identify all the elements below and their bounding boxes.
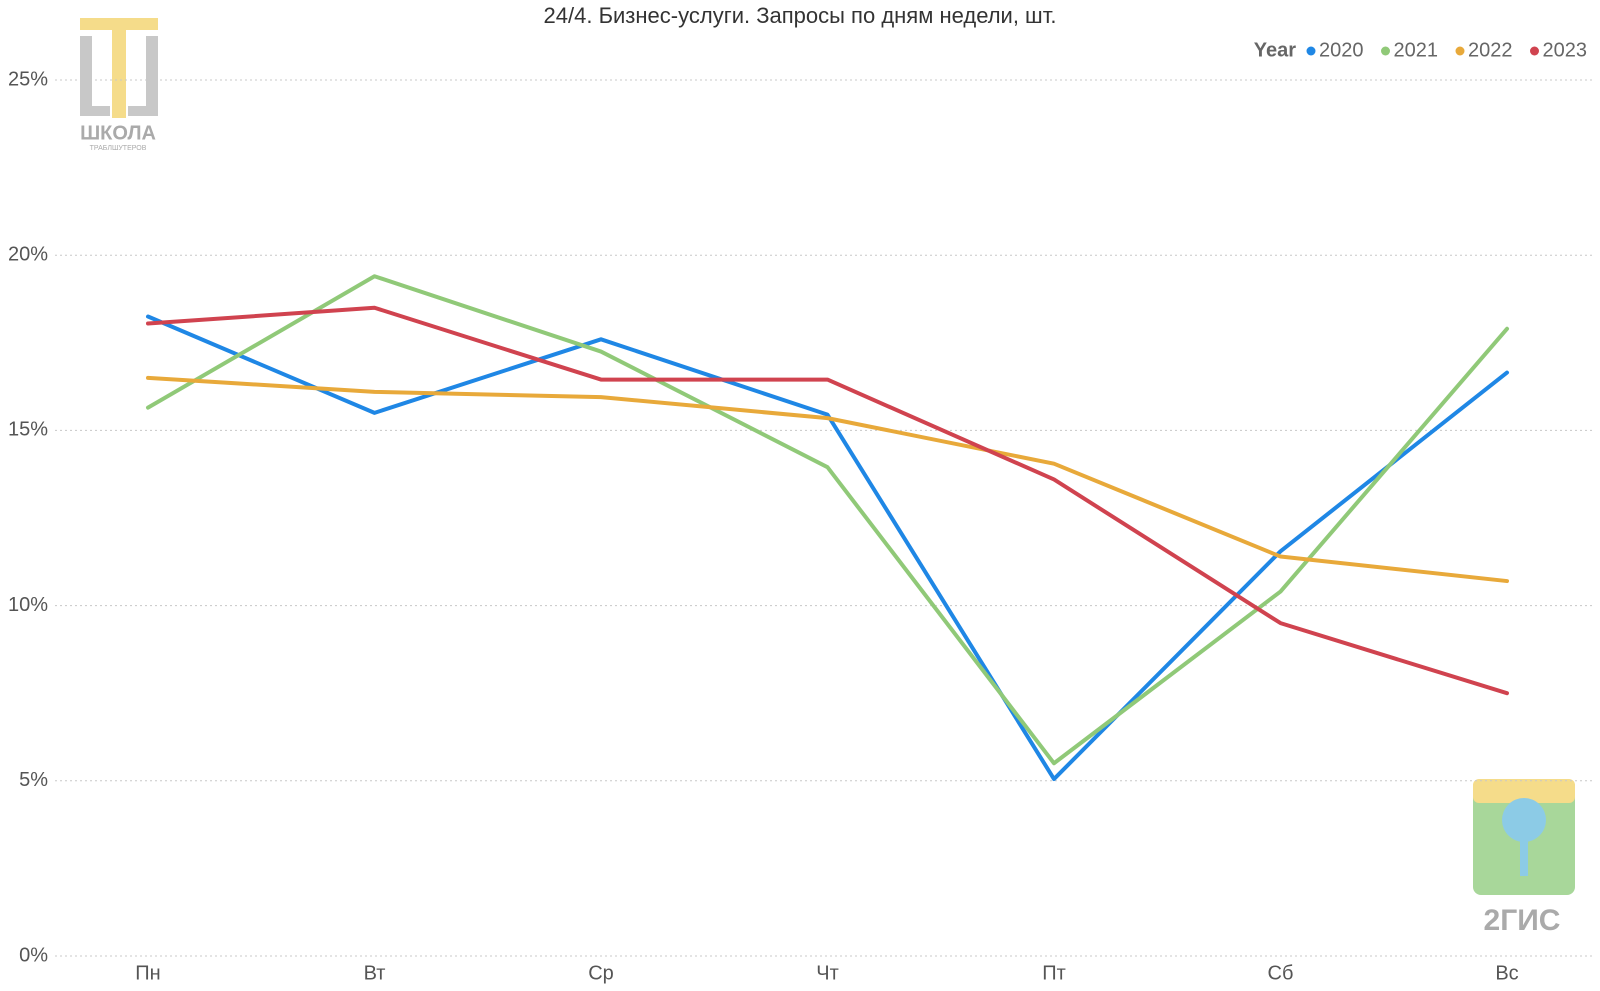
series-line xyxy=(146,305,1509,696)
x-tick-label: Вс xyxy=(1495,962,1518,984)
logo-shape xyxy=(128,106,158,116)
legend-title: Year xyxy=(1254,39,1296,61)
x-tick-label: Ср xyxy=(588,962,614,984)
series-line xyxy=(146,375,1509,584)
x-tick-label: Чт xyxy=(816,962,839,984)
legend-label: 2022 xyxy=(1468,39,1513,61)
y-tick-label: 10% xyxy=(8,594,48,616)
series-line xyxy=(146,314,1509,782)
legend-marker xyxy=(1381,46,1390,56)
x-tick-label: Пт xyxy=(1042,962,1066,984)
logo-text: 2ГИС xyxy=(1484,904,1561,937)
y-tick-label: 5% xyxy=(19,769,48,791)
legend-marker xyxy=(1306,46,1316,56)
legend-marker xyxy=(1455,46,1465,56)
logo-shape xyxy=(80,18,158,30)
logo-shape xyxy=(80,106,110,116)
x-tick-label: Сб xyxy=(1268,962,1294,984)
legend-label: 2021 xyxy=(1394,39,1439,61)
y-tick-label: 20% xyxy=(8,243,48,265)
logo-shape xyxy=(146,36,158,116)
logo-text: ШКОЛА xyxy=(80,122,156,144)
gis-logo: 2ГИС xyxy=(1473,779,1575,937)
y-tick-label: 0% xyxy=(19,944,48,966)
y-tick-label: 15% xyxy=(8,419,48,441)
logo-shape xyxy=(1520,838,1528,876)
legend-label: 2020 xyxy=(1319,39,1364,61)
logo-shape xyxy=(1473,779,1575,803)
chart-title: 24/4. Бизнес-услуги. Запросы по дням нед… xyxy=(544,3,1057,28)
legend-label: 2023 xyxy=(1543,39,1588,61)
series-line xyxy=(146,274,1509,766)
y-tick-label: 25% xyxy=(8,68,48,90)
school-logo: ШКОЛА ТРАБЛШУТЕРОВ xyxy=(80,18,158,152)
logo-shape xyxy=(1502,798,1546,842)
logo-shape xyxy=(112,30,126,118)
x-tick-label: Пн xyxy=(135,962,160,984)
legend-marker xyxy=(1530,46,1539,56)
x-tick-label: Вт xyxy=(364,962,386,984)
logo-subtext: ТРАБЛШУТЕРОВ xyxy=(90,145,147,152)
logo-shape xyxy=(80,36,92,116)
